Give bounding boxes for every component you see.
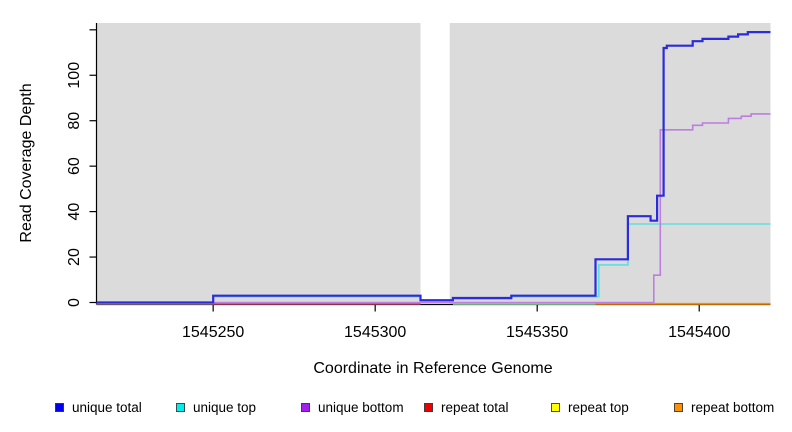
legend-label: repeat top	[568, 399, 629, 415]
legend-item-repeat-top: repeat top	[551, 399, 629, 415]
legend-label: repeat bottom	[691, 399, 775, 415]
y-axis-title: Read Coverage Depth	[18, 83, 35, 243]
legend-label: unique bottom	[318, 399, 404, 415]
legend-swatch-repeat-total	[424, 402, 433, 412]
x-tick-label: 1545300	[344, 324, 406, 341]
legend-item-repeat-total: repeat total	[424, 399, 509, 415]
legend-label: unique top	[193, 399, 257, 415]
y-tick-label: 0	[66, 298, 83, 307]
legend-swatch-repeat-bottom	[674, 402, 683, 412]
legend: unique total unique top unique bottom repea…	[0, 399, 792, 419]
legend-label: unique total	[72, 399, 142, 415]
x-axis-title: Coordinate in Reference Genome	[313, 360, 553, 377]
legend-swatch-repeat-top	[551, 402, 560, 412]
legend-swatch-unique-top	[176, 402, 185, 412]
masked-region	[420, 23, 450, 305]
legend-swatch-unique-total	[55, 402, 64, 412]
y-tick-label: 20	[66, 248, 83, 266]
legend-label: repeat total	[441, 399, 509, 415]
legend-item-unique-top: unique top	[176, 399, 256, 415]
x-tick-label: 1545250	[182, 324, 244, 341]
legend-item-unique-total: unique total	[55, 399, 142, 415]
y-tick-label: 80	[66, 112, 83, 130]
x-tick-label: 1545350	[506, 324, 568, 341]
series-line-unique-total	[96, 31, 771, 304]
legend-item-repeat-bottom: repeat bottom	[674, 399, 774, 415]
series-line-unique-bottom	[96, 113, 771, 304]
legend-swatch-unique-bottom	[301, 402, 310, 412]
x-tick-label: 1545400	[668, 324, 730, 341]
legend-item-unique-bottom: unique bottom	[301, 399, 404, 415]
y-tick-label: 40	[66, 203, 83, 221]
y-tick-label: 100	[66, 62, 83, 89]
y-tick-label: 60	[66, 157, 83, 175]
